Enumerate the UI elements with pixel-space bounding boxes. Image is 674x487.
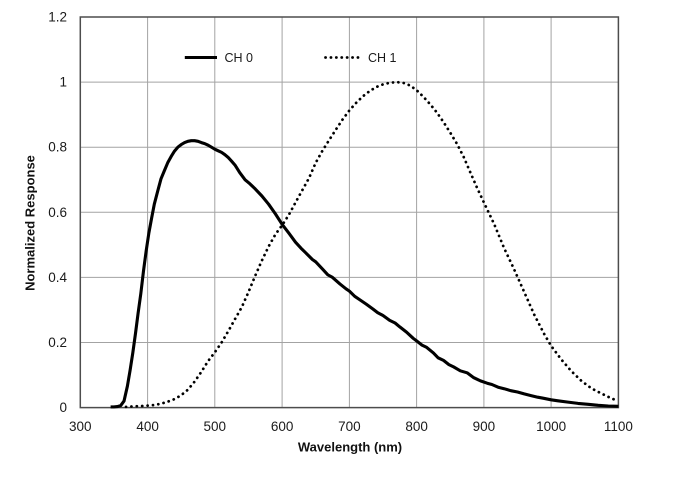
- svg-text:1.2: 1.2: [48, 10, 67, 25]
- svg-text:700: 700: [338, 419, 361, 434]
- svg-text:1100: 1100: [604, 419, 633, 434]
- svg-text:0.4: 0.4: [48, 270, 67, 285]
- svg-text:0: 0: [59, 400, 67, 415]
- svg-text:300: 300: [69, 419, 92, 434]
- svg-text:600: 600: [271, 419, 294, 434]
- svg-text:1: 1: [59, 75, 67, 90]
- svg-text:CH 1: CH 1: [368, 51, 397, 65]
- svg-text:800: 800: [405, 419, 428, 434]
- svg-text:0.2: 0.2: [48, 335, 67, 350]
- svg-text:900: 900: [473, 419, 496, 434]
- svg-text:Wavelength (nm): Wavelength (nm): [298, 440, 402, 455]
- svg-text:400: 400: [136, 419, 159, 434]
- svg-text:0.6: 0.6: [48, 205, 67, 220]
- svg-text:500: 500: [204, 419, 227, 434]
- svg-text:0.8: 0.8: [48, 140, 67, 155]
- svg-text:Normalized Response: Normalized Response: [23, 155, 38, 291]
- svg-text:1000: 1000: [536, 419, 566, 434]
- svg-text:CH 0: CH 0: [225, 51, 254, 65]
